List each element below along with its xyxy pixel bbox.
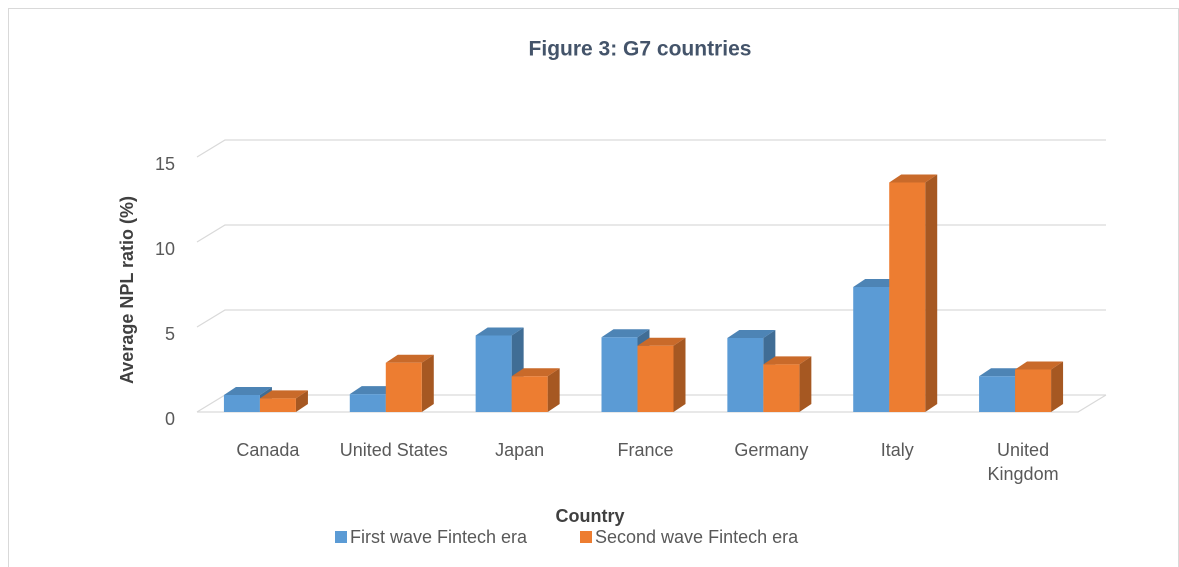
y-axis-label: Average NPL ratio (%) (117, 196, 137, 384)
legend-swatch (335, 531, 347, 543)
legend-label: First wave Fintech era (350, 527, 528, 547)
y-tick-label: 0 (165, 409, 175, 429)
bar (259, 390, 308, 412)
grid-line (196, 139, 1106, 158)
bar (511, 368, 560, 412)
y-tick-label: 5 (165, 324, 175, 344)
y-tick-label: 10 (155, 239, 175, 259)
x-tick-label: Italy (880, 440, 914, 460)
bar (385, 354, 434, 412)
grid-line (196, 309, 1106, 328)
legend-swatch (580, 531, 592, 543)
x-axis-label: Country (556, 506, 625, 526)
bar (637, 337, 686, 412)
x-tick-label: Japan (495, 440, 545, 460)
y-tick-label: 15 (155, 154, 175, 174)
bar (889, 174, 938, 412)
x-tick-label: United Kingdom (987, 440, 1059, 484)
legend-label: Second wave Fintech era (595, 527, 799, 547)
grid-line (196, 224, 1106, 243)
x-tick-label: United States (339, 440, 448, 460)
bar (763, 356, 812, 412)
chart-title: Figure 3: G7 countries (529, 38, 752, 61)
bar (1015, 361, 1064, 412)
x-tick-label: Canada (236, 440, 300, 460)
x-tick-label: Germany (734, 440, 809, 460)
x-tick-label: France (617, 440, 674, 460)
